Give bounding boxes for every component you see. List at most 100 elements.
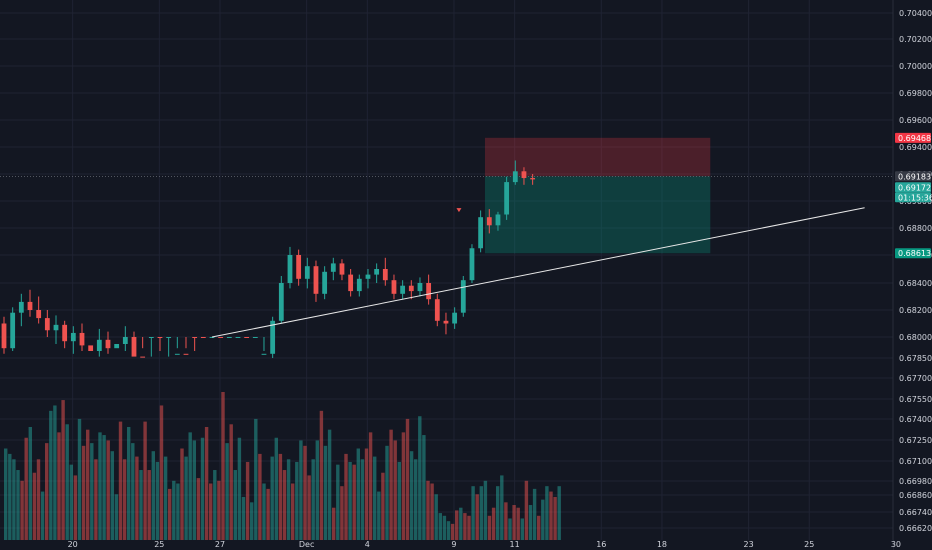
volume-bar [467,515,471,540]
candle [530,174,536,185]
candle-body [166,337,172,338]
volume-bar [102,435,106,540]
candle-body [348,274,354,292]
candle-body [70,332,76,342]
price-tick-label: 0.69400 [899,143,932,152]
volume-bar [241,496,246,540]
candle-body [296,255,302,279]
target-price-tag-text: 0.68613 [898,249,931,258]
candle-body [218,337,224,338]
candle-body [261,353,267,355]
candle-body [200,337,206,338]
volume-bar [176,483,180,540]
volume-bar [40,491,45,540]
volume-bar [291,483,295,540]
volume-bar [282,470,287,540]
price-tick-label: 0.66980 [899,477,932,486]
candle [443,312,449,335]
price-tick-label: 0.68000 [899,333,932,342]
candle [200,337,206,338]
price-tick-label: 0.66620 [899,524,932,533]
volume-bar [28,426,32,540]
price-tick-label: 0.68200 [899,306,932,315]
candle [148,337,154,357]
volume-bar [77,418,82,540]
candle [495,211,501,231]
candle [44,310,50,337]
candle [400,280,406,300]
volume-bar [98,432,102,540]
candle-body [287,255,293,283]
volume-bar [295,461,299,540]
candle [235,337,241,338]
candle-body [391,280,397,294]
current-price-tag[interactable]: 0.69172 [895,182,931,193]
position-tool[interactable] [0,137,893,254]
volume-bar [504,502,508,540]
candle-body [530,178,536,180]
volume-bar [270,456,274,540]
volume-bar [233,470,237,540]
volume-bar [455,510,459,540]
volume-bar [4,448,8,540]
candle-body [270,320,276,354]
volume-bar [69,464,73,540]
volume-bar [184,456,188,540]
stop-price-tag-text: 0.69468 [898,134,931,143]
candlesticks [1,160,536,358]
stop-loss-zone[interactable] [484,137,711,177]
volume-bar [196,478,201,540]
candle-body [382,269,388,281]
take-profit-zone[interactable] [484,176,711,254]
volume-bar [262,483,266,540]
price-tick-label: 0.67700 [899,374,932,383]
volume-bar [147,470,151,540]
volume-bar [557,486,561,540]
candle-body [140,356,146,358]
volume-bar [24,437,28,540]
trendline-segment[interactable] [211,207,865,338]
volume-bar [45,443,49,540]
target-price-tag[interactable]: 0.68613 [895,248,931,259]
time-tick-label: 9 [451,540,456,549]
candle [183,337,189,355]
volume-bar [139,470,143,540]
volume-bar [401,432,406,540]
candle-body [313,266,319,294]
price-axis[interactable]: 0.70400 0.70200 0.70000 0.69800 0.69600 0.694… [892,0,932,550]
candle [192,337,198,351]
candle-body [157,337,163,338]
candle-body [10,312,16,349]
volume-bar [319,410,324,540]
stop-price-tag[interactable]: 0.69468 [895,132,931,143]
candle-body [18,301,24,313]
time-axis[interactable]: 20 25 27 Dec 4 9 11 16 18 23 25 30 [0,540,901,550]
price-tick-label: 0.70000 [899,62,932,71]
trendline[interactable] [211,207,865,338]
candle-body [304,266,310,279]
volume-bar [528,505,533,540]
candle [157,337,163,351]
time-tick-label: Dec [299,540,314,549]
candle [79,323,85,351]
time-tick-label: 27 [215,540,225,549]
candle [27,289,33,317]
last-price-tag[interactable]: 0.69183 [895,171,931,182]
countdown-tag[interactable]: 01:15:36 [895,192,932,203]
volume-bar [32,472,37,540]
volume-bar [12,459,16,540]
candle [96,328,102,357]
candle [114,344,120,349]
time-tick-label: 20 [68,540,78,549]
volume-bar [245,461,250,540]
volume-bar [348,461,352,540]
candle [304,257,310,289]
candle-body [122,337,128,344]
candle [1,316,7,354]
candle-body [148,337,154,338]
last-price-tag-box [895,171,931,182]
candle [313,260,319,302]
volume-bar [254,418,258,540]
candle [348,269,354,297]
